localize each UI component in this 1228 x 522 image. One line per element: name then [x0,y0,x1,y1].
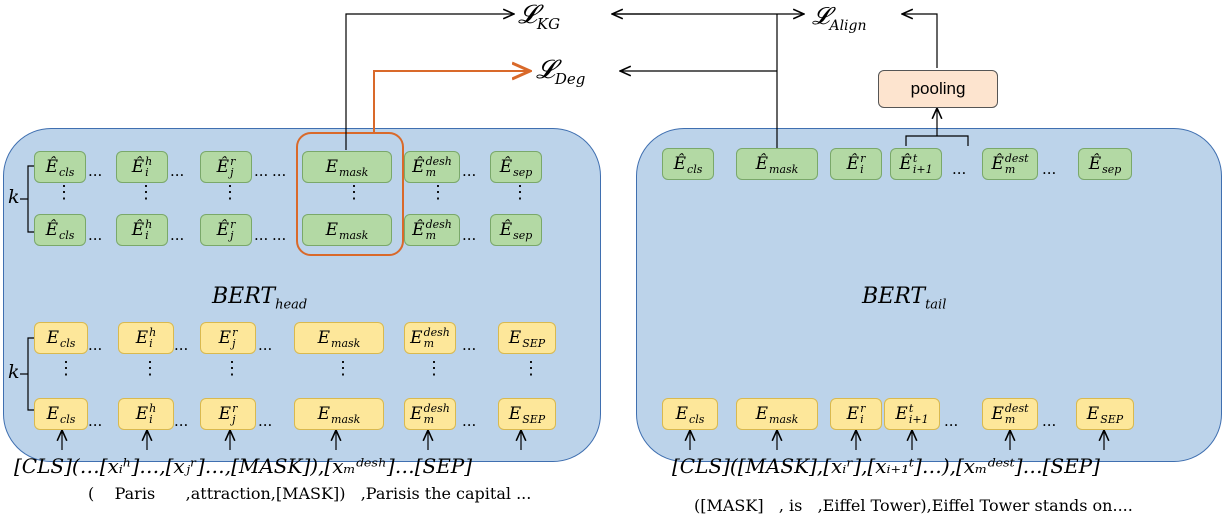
kg-arrow-line [345,14,514,150]
vertical-dots: ⋮ [57,358,75,379]
vertical-dots: ⋮ [141,358,159,379]
ellipsis: ... [254,162,269,180]
ellipsis: ... [1042,412,1057,430]
vertical-dots: ⋮ [55,182,73,203]
head-output-token-top: Ê sep [490,151,542,183]
mask-highlight-box [296,132,404,256]
head-input-words: ( Paris ,attraction,[MASK]) ,Parisis the… [88,484,532,503]
head-input-token-bottom: E cls [34,398,88,430]
ellipsis: ... [272,226,287,244]
vertical-dots: ⋮ [345,182,363,203]
ellipsis: ... [88,162,103,180]
ellipsis: ... [462,336,477,354]
loss-deg: 𝓛Deg [536,55,586,89]
ellipsis: ... [88,412,103,430]
pooling-label: pooling [910,79,966,98]
ellipsis: ... [174,336,189,354]
head-input-token-top: E mask [294,322,384,354]
pooling-box: pooling [878,70,998,108]
ellipsis: ... [170,226,185,244]
loss-align: 𝓛Align [812,2,867,34]
tail-output-token: Ê sep [1078,148,1132,180]
tail-input-token: E mask [736,398,818,430]
bert-tail-title: BERTtail [862,284,947,313]
ellipsis: ... [944,412,959,430]
vertical-dots: ⋮ [221,182,239,203]
head-output-token-top: Ê cls [34,151,86,183]
ellipsis: ... [462,162,477,180]
vertical-dots: ⋮ [223,358,241,379]
ellipsis: ... [952,160,967,178]
head-output-token-bottom: Ê cls [34,214,86,246]
vertical-dots: ⋮ [334,358,352,379]
tail-input-token: E SEP [1076,398,1134,430]
head-input-token-top: E SEP [498,322,556,354]
head-output-token-bottom: E mask [302,214,392,246]
bert-head-title: BERThead [212,284,308,313]
loss-kg: 𝓛KG [518,0,561,34]
deg-arrow-line [373,71,530,133]
ellipsis: ... [1042,160,1057,178]
vertical-dots: ⋮ [522,358,540,379]
ellipsis: ... [170,162,185,180]
head-output-token-bottom: Ê sep [490,214,542,246]
k-label-bottom: k [8,361,20,383]
ellipsis: ... [88,336,103,354]
vertical-dots: ⋮ [511,182,529,203]
k-label-top: k [8,186,20,208]
tail-output-token: Ê mask [736,148,818,180]
ellipsis: ... [258,336,273,354]
head-output-token-top: E mask [302,151,392,183]
vertical-dots: ⋮ [429,182,447,203]
ellipsis: ... [462,412,477,430]
tail-input-words: ([MASK] , is ,Eiffel Tower),Eiffel Tower… [694,496,1133,515]
vertical-dots: ⋮ [137,182,155,203]
head-input-token-bottom: E mask [294,398,384,430]
vertical-dots: ⋮ [425,358,443,379]
tail-input-token: E cls [662,398,718,430]
head-input-sequence: [CLS](…[xᵢʰ]…,[xⱼʳ]…,[MASK]),[xₘᵈᵉˢʰ]…[S… [14,454,473,478]
ellipsis: ... [174,412,189,430]
tail-input-sequence: [CLS]([MASK],[xᵢʳ],[xᵢ₊₁ᵗ]…),[xₘᵈᵉˢᵗ]…[S… [672,454,1100,478]
head-input-token-bottom: E SEP [498,398,556,430]
head-input-token-top: E cls [34,322,88,354]
ellipsis: ... [88,226,103,244]
ellipsis: ... [462,226,477,244]
tail-output-token: Ê cls [662,148,714,180]
ellipsis: ... [254,226,269,244]
ellipsis: ... [272,162,287,180]
ellipsis: ... [258,412,273,430]
